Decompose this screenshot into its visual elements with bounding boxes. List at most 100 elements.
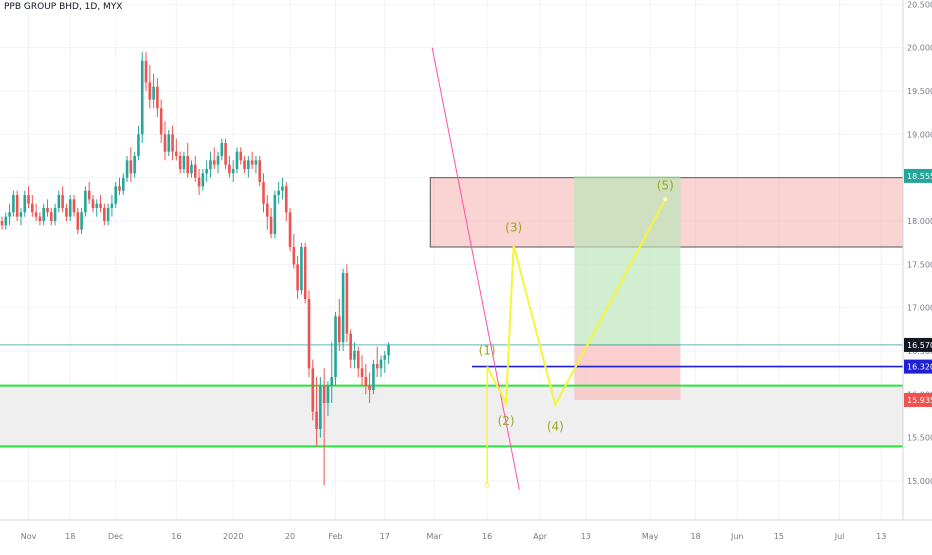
candle bbox=[311, 359, 315, 421]
time-axis-tick: 20 bbox=[285, 532, 295, 541]
candle-body bbox=[186, 156, 190, 174]
time-axis-tick: 16 bbox=[482, 532, 492, 541]
candle-body bbox=[76, 212, 80, 230]
candle bbox=[387, 342, 390, 364]
candle bbox=[338, 299, 341, 351]
candle bbox=[364, 364, 368, 395]
candle-body bbox=[148, 82, 152, 100]
candle-body bbox=[38, 216, 42, 221]
price-axis-tick: 20.500 bbox=[907, 0, 932, 9]
candle-body bbox=[106, 208, 110, 221]
candle-body bbox=[288, 212, 292, 247]
candle bbox=[239, 147, 243, 165]
candle bbox=[19, 208, 23, 226]
candle bbox=[46, 199, 49, 217]
candle bbox=[106, 203, 110, 226]
candle bbox=[375, 346, 379, 377]
candle bbox=[121, 173, 125, 195]
candle bbox=[84, 186, 87, 217]
time-axis-tick: 18 bbox=[690, 532, 700, 541]
candle bbox=[182, 151, 186, 174]
candle bbox=[269, 208, 273, 239]
candle-body bbox=[349, 333, 352, 360]
candle bbox=[159, 99, 163, 143]
candle-body bbox=[175, 151, 178, 156]
candle-body bbox=[224, 143, 227, 165]
candle bbox=[209, 151, 212, 178]
candle-body bbox=[269, 216, 273, 234]
candle-body bbox=[303, 247, 307, 299]
candle bbox=[250, 151, 254, 169]
candle bbox=[110, 195, 114, 217]
candle bbox=[197, 169, 201, 195]
price-tag: 18.555 bbox=[904, 168, 932, 183]
candle-body bbox=[311, 368, 315, 412]
candle bbox=[334, 312, 337, 386]
price-axis-tick: 17.000 bbox=[907, 304, 932, 313]
candle bbox=[129, 147, 133, 182]
candle bbox=[95, 199, 99, 217]
chart-title: PPB GROUP BHD, 1D, MYX bbox=[4, 2, 123, 12]
candle bbox=[125, 156, 129, 182]
candle bbox=[91, 195, 95, 213]
time-axis-tick: Jun bbox=[730, 532, 744, 541]
candle-body bbox=[57, 195, 61, 208]
candle bbox=[277, 182, 280, 204]
time-axis-tick: 15 bbox=[774, 532, 784, 541]
wave-label: (2) bbox=[498, 414, 515, 428]
candle-body bbox=[91, 199, 95, 208]
price-tag: 15.935 bbox=[904, 392, 932, 407]
candle bbox=[326, 381, 330, 416]
candle-body bbox=[34, 212, 38, 217]
candle-body bbox=[80, 212, 83, 230]
candle-body bbox=[4, 216, 8, 226]
candle bbox=[262, 173, 265, 213]
candle bbox=[201, 169, 205, 191]
candle bbox=[68, 195, 72, 221]
candle bbox=[379, 355, 383, 377]
candle bbox=[15, 190, 19, 221]
candle bbox=[322, 368, 326, 486]
candle bbox=[38, 212, 42, 226]
candle bbox=[273, 190, 277, 239]
candle bbox=[12, 190, 15, 217]
candle-body bbox=[338, 316, 341, 343]
candle bbox=[307, 290, 311, 377]
candle bbox=[341, 268, 345, 351]
candle bbox=[178, 151, 182, 174]
candle-body bbox=[114, 186, 117, 204]
candle-body bbox=[182, 156, 186, 169]
candle-body bbox=[19, 212, 23, 217]
candle bbox=[190, 160, 193, 178]
candle-body bbox=[273, 195, 277, 234]
candle-body bbox=[231, 169, 235, 174]
candle-body bbox=[345, 273, 349, 334]
candle-body bbox=[258, 160, 262, 182]
candle bbox=[330, 342, 334, 403]
candle-body bbox=[228, 164, 231, 174]
candle bbox=[368, 372, 371, 403]
candle-body bbox=[46, 208, 49, 213]
candle bbox=[296, 255, 299, 299]
candle bbox=[247, 156, 250, 178]
wave-label: (5) bbox=[657, 178, 674, 192]
candle bbox=[288, 208, 292, 252]
candle-body bbox=[95, 203, 99, 208]
price-axis-tick: 18.000 bbox=[907, 217, 932, 226]
time-axis-tick: 18 bbox=[65, 532, 75, 541]
price-axis-tick: 20.000 bbox=[907, 44, 932, 53]
candle bbox=[114, 182, 117, 208]
candle bbox=[281, 177, 284, 200]
candle-body bbox=[201, 173, 205, 187]
candle-body bbox=[129, 160, 133, 174]
candle bbox=[300, 242, 303, 295]
candle bbox=[42, 203, 45, 226]
support-zone bbox=[0, 385, 903, 447]
time-axis-tick: 13 bbox=[581, 532, 591, 541]
price-tag-box bbox=[904, 359, 932, 374]
price-tag-text: 16.320 bbox=[907, 363, 932, 372]
candle bbox=[156, 78, 159, 117]
wave-handle bbox=[484, 482, 490, 488]
